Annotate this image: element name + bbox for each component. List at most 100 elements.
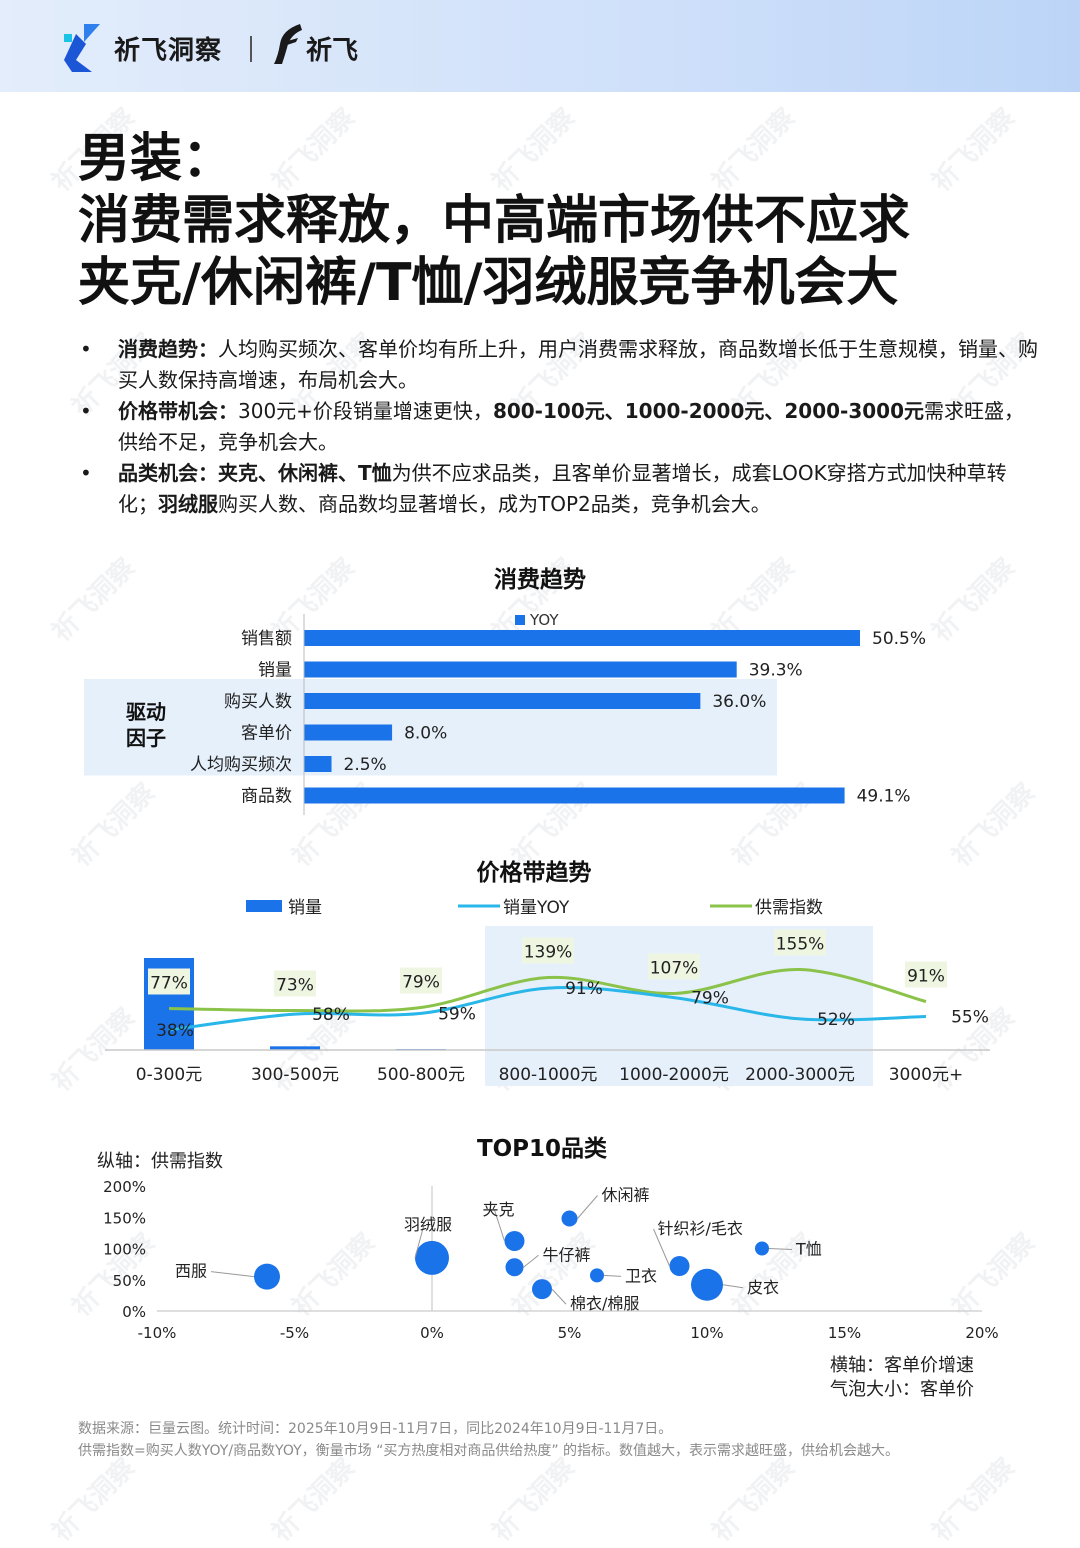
legend-label: 销量 [288,898,322,918]
value-label: 8.0% [404,724,447,744]
bar [304,693,700,709]
legend-label: 销量YOY [503,898,570,918]
page-title: 男装： 消费需求释放，中高端市场供不应求 夹克/休闲裤/T恤/羽绒服竞争机会大 [78,128,910,314]
bullet-bold: 800-100元、1000-2000元、2000-3000元 [493,399,924,423]
sales-yoy-label: 79% [691,989,729,1009]
bullet-bold: 消费趋势： [118,337,218,361]
bullet-item: • 消费趋势：人均购买频次、客单价均有所上升，用户消费需求释放，商品数增长低于生… [80,334,1040,396]
sales-yoy-label: 55% [951,1008,989,1028]
source-note: 数据来源：巨量云图。统计时间：2025年10月9日-11月7日，同比2024年1… [78,1418,899,1462]
leader-line [723,1285,743,1288]
sales-yoy-label: 58% [312,1005,350,1025]
x-tick-label: 15% [828,1324,861,1342]
x-tick-label: -10% [138,1324,177,1342]
bullet-item: • 品类机会：夹克、休闲裤、T恤为供不应求品类，且客单价显著增长，成套LOOK穿… [80,458,1040,520]
bullet-bold: 品类机会：夹克、休闲裤、T恤 [118,461,392,485]
logo-divider [250,36,252,62]
bar [304,788,845,804]
legend-label: YOY [529,611,559,629]
bubble-label: T恤 [795,1240,822,1259]
leader-line [604,1275,621,1276]
watermark-text: 祈飞洞察 [922,99,1022,199]
bar [304,756,332,772]
x-axis-title: 横轴：客单价增速 [830,1355,974,1376]
brand-name: 祈飞洞察 [114,30,222,67]
x-tick-label: 500-800元 [377,1065,465,1085]
bubble [506,1258,524,1276]
value-label: 39.3% [749,661,803,681]
sales-yoy-label: 91% [565,979,603,999]
x-tick-label: 2000-3000元 [745,1065,855,1085]
bullet-bold: 价格带机会： [118,399,238,423]
watermark-text: 祈飞洞察 [922,1449,1022,1548]
qifei-logo-icon [62,20,106,74]
bubble-size-note: 气泡大小：客单价 [830,1379,974,1400]
x-tick-label: 1000-2000元 [619,1065,729,1085]
bullet-dot: • [80,458,92,489]
chart2-title: 价格带趋势 [384,853,684,887]
leader-line [578,1196,598,1219]
bubble-label: 羽绒服 [404,1215,452,1234]
leader-line [769,1249,792,1250]
supply-demand-label: 139% [524,943,573,963]
category-label: 人均购买频次 [190,755,292,775]
x-tick-label: 0% [420,1324,444,1342]
x-tick-label: 300-500元 [251,1065,339,1085]
bubble-label: 针织衫/毛衣 [658,1219,743,1238]
title-line-2: 消费需求释放，中高端市场供不应求 [78,190,910,252]
category-label: 销量 [258,661,292,681]
leader-line [524,1255,539,1267]
bullet-dot: • [80,334,92,365]
y-tick-label: 150% [103,1209,146,1227]
x-tick-label: -5% [280,1324,309,1342]
category-label: 销售额 [241,629,292,649]
value-label: 50.5% [872,629,926,649]
bubble [670,1256,690,1276]
bubble [590,1268,604,1282]
bubble [755,1242,769,1256]
supply-demand-label: 155% [776,935,825,955]
chart1-title: 消费趋势 [390,560,690,594]
value-label: 36.0% [712,692,766,712]
bubble-label: 休闲裤 [602,1186,650,1205]
y-tick-label: 200% [103,1178,146,1196]
header-bar: 祈飞洞察 祈飞 [0,0,1080,92]
leader-line [211,1272,254,1277]
leader-line [552,1289,566,1304]
category-label: 客单价 [241,724,292,744]
x-tick-label: 10% [690,1324,723,1342]
bar [304,725,392,741]
watermark-text: 祈飞洞察 [702,1449,802,1548]
x-tick-label: 0-300元 [136,1065,202,1085]
x-tick-label: 5% [558,1324,582,1342]
value-label: 49.1% [857,787,911,807]
y-axis-title: 纵轴：供需指数 [97,1151,223,1172]
watermark-text: 祈飞洞察 [42,1449,142,1548]
title-line-3: 夹克/休闲裤/T恤/羽绒服竞争机会大 [78,252,910,314]
legend-label: 供需指数 [755,898,823,918]
supply-demand-label: 107% [650,959,699,979]
legend-swatch [515,615,525,625]
category-label: 购买人数 [224,692,292,712]
bubble [254,1264,280,1290]
top10-category-bubble-chart: 纵轴：供需指数0%50%100%150%200%-10%-5%0%5%10%15… [0,1140,1080,1405]
bubble [691,1269,723,1301]
bubble-label: 棉衣/棉服 [570,1294,639,1313]
title-line-1: 男装： [78,128,910,190]
bullet-bold: 羽绒服 [158,492,218,516]
y-tick-label: 50% [113,1272,146,1290]
bar [304,662,737,678]
bubble [532,1279,552,1299]
watermark-text: 祈飞洞察 [262,1449,362,1548]
driver-label: 因子 [126,726,166,750]
value-label: 2.5% [344,755,387,775]
bubble [562,1211,578,1227]
supply-demand-label: 91% [907,967,945,987]
bubble-label: 牛仔裤 [543,1245,591,1264]
bubble [505,1231,525,1251]
bullet-text: 人均购买频次、客单价均有所上升，用户消费需求释放，商品数增长低于生意规模，销量、… [118,337,1038,392]
y-tick-label: 0% [122,1303,146,1321]
bubble-label: 夹克 [482,1200,514,1219]
